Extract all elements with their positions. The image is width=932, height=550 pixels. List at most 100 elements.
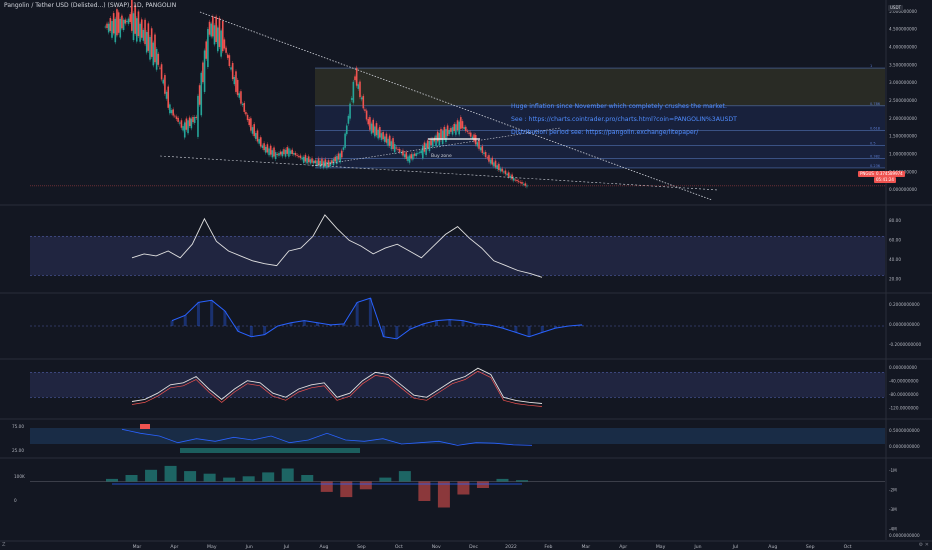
candle xyxy=(221,20,224,52)
candle xyxy=(198,85,201,105)
candle xyxy=(377,129,379,139)
candle xyxy=(192,116,194,123)
candle xyxy=(174,115,176,117)
candle xyxy=(456,120,459,131)
candle xyxy=(321,158,323,166)
candle xyxy=(357,84,360,89)
left-tick: 25.00 xyxy=(12,448,24,453)
timezone-label[interactable]: Z xyxy=(2,542,6,548)
candle xyxy=(107,23,110,33)
currency-label[interactable]: USDT xyxy=(888,5,903,11)
month-tick: Feb xyxy=(544,544,552,550)
candle xyxy=(443,126,446,139)
left-tick: 75.00 xyxy=(12,424,24,429)
candle xyxy=(402,150,404,156)
volume-bar xyxy=(340,481,353,498)
volume-bar xyxy=(516,480,528,482)
month-tick: May xyxy=(207,544,217,550)
candle xyxy=(329,162,332,167)
candle xyxy=(187,120,189,134)
candle xyxy=(354,76,356,81)
candle xyxy=(397,149,399,150)
candle xyxy=(352,81,355,103)
candle xyxy=(104,26,107,28)
candle xyxy=(385,133,388,143)
month-tick: Mar xyxy=(133,544,142,550)
candle xyxy=(276,154,279,155)
stoch-tick: 0.000000000 xyxy=(889,365,917,370)
candle xyxy=(159,67,161,69)
candle xyxy=(504,170,507,175)
stoch-pane[interactable] xyxy=(30,367,885,407)
candle xyxy=(501,168,503,172)
candle xyxy=(317,158,320,165)
candle xyxy=(483,152,485,154)
fib-label: 1 xyxy=(870,64,872,68)
month-tick: Apr xyxy=(170,544,178,550)
rsi-pane[interactable] xyxy=(30,214,885,278)
volume-bar xyxy=(281,468,294,482)
candle xyxy=(127,18,130,24)
candle xyxy=(220,30,222,57)
candle xyxy=(322,161,325,168)
trendline-upper xyxy=(199,11,713,201)
volume-pane[interactable] xyxy=(30,465,885,508)
time-axis[interactable]: Mar Apr May Jun Jul Aug Sep Oct Nov Dec 2022 Feb Mar… xyxy=(0,540,932,550)
candle xyxy=(284,149,287,157)
candle xyxy=(175,116,178,120)
candle xyxy=(137,11,140,37)
candle xyxy=(288,148,290,157)
rsi-tick: 40.00 xyxy=(889,257,901,262)
candle xyxy=(296,154,298,156)
candle xyxy=(154,34,156,63)
month-tick: Sep xyxy=(806,544,815,550)
candle xyxy=(512,178,515,181)
candle xyxy=(344,133,346,148)
candle xyxy=(251,127,254,134)
candle xyxy=(263,143,265,151)
price-tick: 0.000000000 xyxy=(889,187,917,192)
candle xyxy=(383,136,386,142)
candle xyxy=(486,157,489,159)
candle xyxy=(289,150,292,154)
candle xyxy=(278,153,280,156)
candle xyxy=(129,14,131,23)
candle xyxy=(511,174,513,180)
candle xyxy=(231,62,234,80)
candle xyxy=(355,67,358,86)
candle xyxy=(135,18,138,42)
indicator-pane[interactable] xyxy=(30,424,885,453)
candle xyxy=(324,159,327,166)
candle xyxy=(458,121,460,135)
candle xyxy=(471,136,474,139)
candle xyxy=(109,18,112,31)
candle xyxy=(170,110,173,114)
oscillator-pane[interactable] xyxy=(30,297,885,340)
month-tick: Dec xyxy=(469,544,478,550)
fib-label: 0.382 xyxy=(870,155,880,159)
rsi-tick: 60.00 xyxy=(889,237,901,242)
candle xyxy=(271,150,274,158)
candle xyxy=(491,157,494,165)
last-price-badge: 0.374589974 xyxy=(874,171,905,177)
candle xyxy=(124,19,127,24)
candle xyxy=(279,151,282,155)
candle xyxy=(375,123,378,136)
candle xyxy=(395,147,398,149)
candle xyxy=(126,20,128,23)
candle xyxy=(431,138,434,147)
candle xyxy=(400,152,403,154)
settings-icon[interactable]: ⚙ ✕ xyxy=(918,542,929,548)
month-tick: Jun xyxy=(693,544,701,550)
candle xyxy=(203,50,206,92)
candle xyxy=(117,12,120,33)
candle xyxy=(359,81,361,98)
fib-label: 0.618 xyxy=(870,126,880,130)
candle xyxy=(256,130,259,142)
candle xyxy=(379,126,381,138)
candle xyxy=(172,109,174,116)
candle xyxy=(521,182,523,184)
price-tick: 3.500000000 xyxy=(889,62,917,67)
